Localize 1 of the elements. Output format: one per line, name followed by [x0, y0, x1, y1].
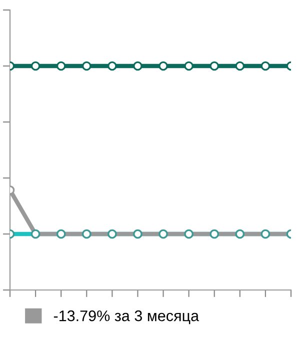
- legend-label: -13.79% за 3 месяца: [54, 310, 200, 324]
